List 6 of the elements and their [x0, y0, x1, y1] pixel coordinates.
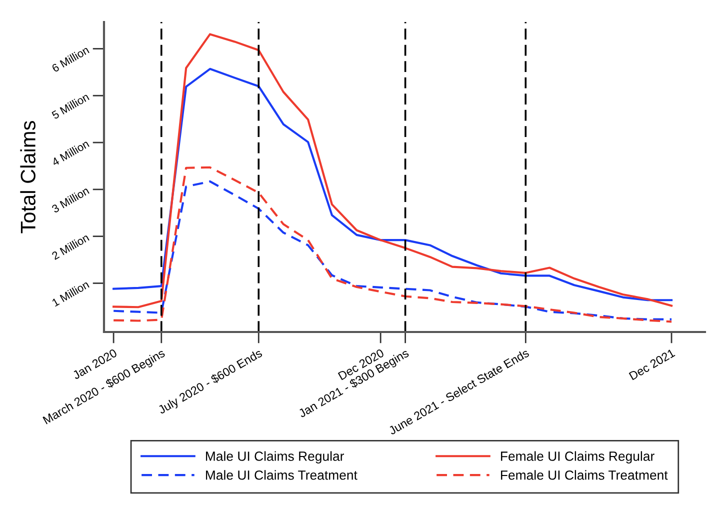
x-tick-label: Dec 2021 [628, 348, 676, 380]
legend-label: Female UI Claims Regular [501, 451, 654, 464]
legend-label: Male UI Claims Treatment [206, 470, 358, 480]
legend-label: Male UI Claims Regular [206, 451, 344, 464]
y-axis-title: Total Claims [20, 121, 36, 234]
legend-label: Female UI Claims Treatment [501, 470, 668, 480]
